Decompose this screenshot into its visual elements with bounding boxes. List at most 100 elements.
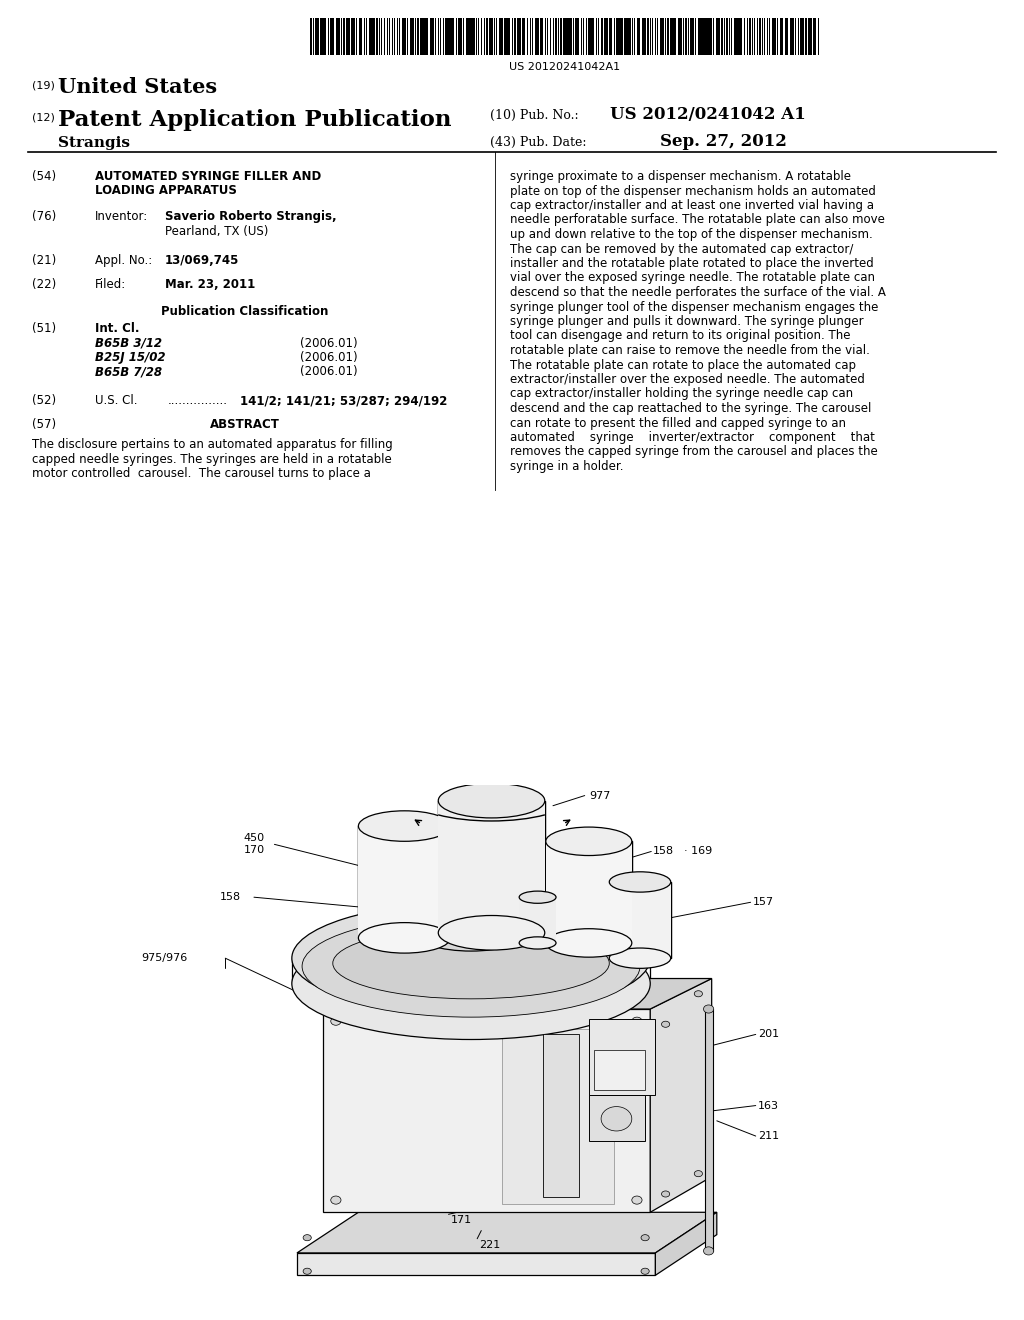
Ellipse shape [703,1005,714,1012]
Bar [808,18,811,55]
Text: (12): (12) [32,112,55,121]
Bar [412,18,414,55]
Bar [555,18,557,55]
Bar [401,18,404,55]
Text: Saverio Roberto Strangis,: Saverio Roberto Strangis, [165,210,337,223]
Ellipse shape [420,902,522,933]
Text: B65B 3/12: B65B 3/12 [95,337,162,350]
Text: 163: 163 [758,1101,779,1110]
Bar [568,18,570,55]
Text: United States: United States [58,77,217,96]
Text: syringe plunger tool of the dispenser mechanism engages the: syringe plunger tool of the dispenser me… [510,301,879,314]
Bar [703,18,706,55]
Bar [323,18,325,55]
Bar [471,18,473,55]
Bar [716,18,718,55]
Bar [642,18,644,55]
Bar [522,18,524,55]
Bar [622,18,624,55]
Bar [624,18,627,55]
Bar [338,18,340,55]
Bar [685,18,687,55]
Bar [372,18,374,55]
Bar [432,18,434,55]
Text: 158: 158 [220,892,242,902]
Text: 211: 211 [758,1131,779,1140]
Bar [752,18,754,55]
Ellipse shape [292,903,650,1014]
Bar [512,18,513,55]
Ellipse shape [333,928,609,999]
Ellipse shape [632,1196,642,1204]
Bar [364,18,366,55]
Bar [591,18,593,55]
Bar [698,18,700,55]
Ellipse shape [632,1018,642,1026]
Text: 221: 221 [479,1239,501,1250]
Bar [488,18,493,55]
Ellipse shape [331,1196,341,1204]
Ellipse shape [662,1022,670,1027]
Text: Patent Application Publication: Patent Application Publication [58,110,452,131]
Bar [606,18,608,55]
Bar [507,18,509,55]
Polygon shape [589,1019,655,1096]
Polygon shape [323,978,712,1008]
Ellipse shape [302,916,640,1018]
Bar [310,18,311,55]
Bar [627,18,630,55]
Bar [437,18,439,55]
Bar [517,18,518,55]
Polygon shape [655,1212,717,1275]
Text: 171: 171 [451,1216,472,1225]
Text: The rotatable plate can rotate to place the automated cap: The rotatable plate can rotate to place … [510,359,856,371]
Bar [659,18,664,55]
Ellipse shape [519,937,556,949]
Bar [468,18,472,55]
Bar [734,18,735,55]
Bar [499,18,502,55]
Ellipse shape [331,1018,341,1026]
Polygon shape [502,1030,614,1204]
Text: (54): (54) [32,170,56,183]
Text: 975/976: 975/976 [141,953,187,964]
Bar [346,18,350,55]
Ellipse shape [438,783,545,818]
Text: syringe in a holder.: syringe in a holder. [510,459,624,473]
Text: motor controlled  carousel.  The carousel turns to place a: motor controlled carousel. The carousel … [32,467,371,480]
Ellipse shape [601,1106,632,1131]
Bar [668,18,670,55]
Text: (21): (21) [32,253,56,267]
Bar [618,18,621,55]
Bar [336,18,338,55]
Text: (2006.01): (2006.01) [300,337,357,350]
Ellipse shape [303,1269,311,1274]
Bar [644,18,646,55]
Bar [632,18,634,55]
Bar [772,18,775,55]
Bar [670,18,673,55]
Text: US 2012/0241042 A1: US 2012/0241042 A1 [610,106,806,123]
Ellipse shape [292,928,650,1040]
Bar [343,18,345,55]
Bar [504,18,507,55]
Text: plate on top of the dispenser mechanism holds an automated: plate on top of the dispenser mechanism … [510,185,876,198]
Bar [321,18,323,55]
Text: 977: 977 [589,791,610,800]
Ellipse shape [694,991,702,997]
Ellipse shape [609,948,671,969]
Text: 158: 158 [653,846,675,857]
Text: US 20120241042A1: US 20120241042A1 [509,62,621,73]
Bar [637,18,639,55]
Ellipse shape [358,923,451,953]
Bar [798,18,800,55]
Polygon shape [546,841,632,942]
Bar [629,18,631,55]
Text: ABSTRACT: ABSTRACT [210,418,280,432]
Polygon shape [543,1035,579,1197]
Bar [586,18,588,55]
Bar [351,18,355,55]
Bar [422,18,425,55]
Text: Sep. 27, 2012: Sep. 27, 2012 [660,133,786,150]
Text: The cap can be removed by the automated cap extractor/: The cap can be removed by the automated … [510,243,853,256]
